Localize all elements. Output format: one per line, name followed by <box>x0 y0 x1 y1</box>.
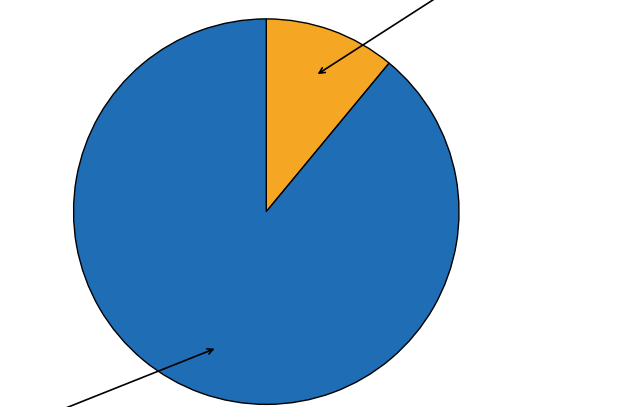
Wedge shape <box>266 19 389 212</box>
Text: Indeterminate
sentence
11%: Indeterminate sentence 11% <box>319 0 634 73</box>
Text: Balance of
sentenced
population
89%: Balance of sentenced population 89% <box>0 349 213 407</box>
Wedge shape <box>74 19 459 405</box>
